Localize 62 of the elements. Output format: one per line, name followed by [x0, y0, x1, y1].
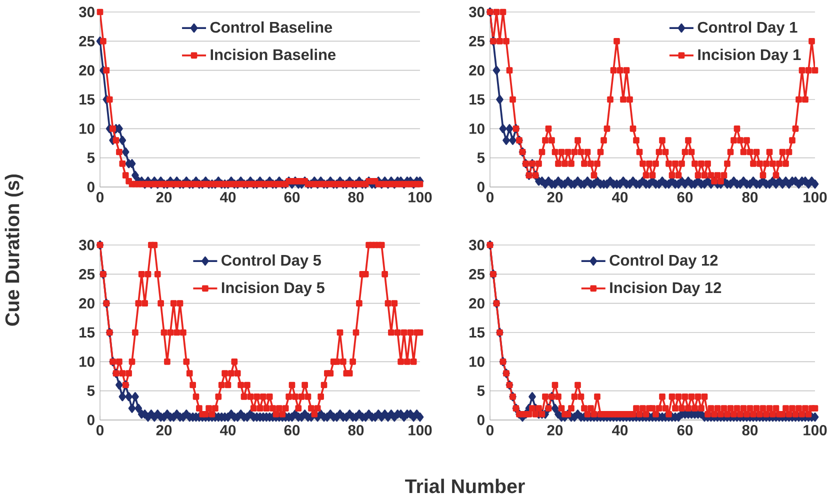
y-tick-label: 10 [80, 356, 94, 367]
x-tick-label: 0 [96, 192, 104, 202]
x-tick-label: 40 [612, 424, 628, 436]
y-tick-label: 15 [80, 327, 95, 338]
x-tick-label: 60 [284, 192, 300, 202]
x-tick-label: 0 [486, 192, 494, 202]
x-tick-label: 80 [742, 192, 758, 202]
y-tick-label: 10 [470, 356, 484, 367]
y-axis-title: Cue Duration (s) [4, 174, 24, 326]
y-tick-label: 30 [78, 6, 94, 18]
y-tick-label: 0 [477, 414, 484, 426]
y-tick-label: 25 [469, 36, 485, 46]
x-tick-label: 60 [284, 424, 300, 436]
x-tick-label: 100 [804, 192, 827, 202]
x-tick-label: 0 [486, 424, 494, 436]
y-tick-label: 25 [79, 36, 95, 46]
y-tick-label: 5 [87, 152, 95, 163]
x-tick-label: 80 [742, 424, 758, 436]
y-tick-label: 0 [87, 414, 94, 426]
legend-label: Incision Day 5 [222, 282, 324, 296]
legend-label: Control Baseline [210, 21, 332, 33]
x-tick-label: 40 [220, 424, 236, 436]
y-tick-label: 20 [469, 65, 484, 76]
legend-label: Incision Baseline [210, 48, 336, 60]
y-tick-label: 10 [470, 123, 484, 134]
y-tick-label: 30 [468, 6, 484, 18]
x-tick-label: 20 [156, 424, 172, 436]
y-tick-label: 20 [79, 298, 94, 309]
x-tick-label: 40 [612, 192, 628, 202]
y-tick-label: 25 [469, 268, 485, 280]
y-tick-label: 5 [87, 386, 95, 396]
legend-label: Incision Day 1 [698, 48, 801, 64]
y-tick-label: 15 [470, 94, 485, 105]
x-tick-label: 100 [408, 192, 432, 202]
x-axis-title: Trial Number [405, 478, 525, 494]
x-tick-label: 20 [547, 424, 563, 436]
legend-label: Incision Day 12 [610, 282, 722, 296]
x-tick-label: 80 [348, 424, 364, 436]
y-tick-label: 0 [477, 182, 484, 192]
x-tick-label: 100 [408, 424, 432, 436]
y-tick-label: 20 [469, 298, 484, 309]
x-tick-label: 60 [677, 192, 693, 202]
y-tick-label: 20 [79, 65, 94, 76]
y-tick-label: 10 [80, 123, 94, 134]
y-tick-label: 15 [470, 327, 485, 338]
y-tick-label: 30 [78, 240, 94, 250]
y-tick-label: 25 [79, 268, 95, 280]
y-tick-label: 15 [80, 94, 95, 105]
x-tick-label: 80 [348, 192, 364, 202]
x-tick-label: 20 [156, 192, 172, 202]
y-tick-label: 5 [477, 386, 485, 396]
x-tick-label: 40 [220, 192, 236, 202]
legend-label: Control Day 12 [610, 254, 718, 269]
x-tick-label: 60 [677, 424, 693, 436]
x-tick-label: 20 [547, 192, 563, 202]
y-tick-label: 30 [468, 240, 484, 250]
legend-label: Control Day 1 [698, 21, 798, 36]
x-tick-label: 100 [804, 424, 827, 436]
y-tick-label: 0 [87, 182, 94, 192]
x-tick-label: 0 [96, 424, 104, 436]
y-tick-label: 5 [477, 152, 485, 163]
legend-label: Control Day 5 [222, 254, 321, 269]
